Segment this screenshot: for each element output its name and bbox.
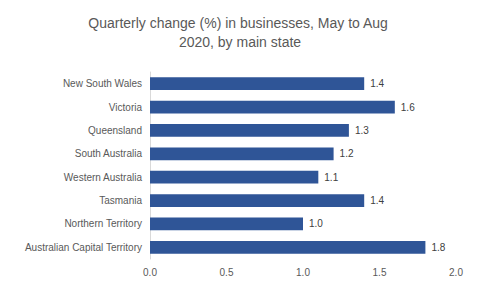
- svg-text:Northern Territory: Northern Territory: [64, 218, 142, 229]
- svg-text:0.5: 0.5: [220, 267, 234, 278]
- svg-text:South Australia: South Australia: [75, 148, 143, 159]
- svg-text:1.0: 1.0: [296, 267, 310, 278]
- svg-text:Quarterly change (%) in busine: Quarterly change (%) in businesses, May …: [88, 15, 391, 31]
- svg-text:1.2: 1.2: [340, 148, 354, 159]
- svg-text:Tasmania: Tasmania: [99, 195, 142, 206]
- svg-text:1.4: 1.4: [370, 195, 384, 206]
- svg-text:0.0: 0.0: [143, 267, 157, 278]
- svg-text:1.8: 1.8: [431, 242, 445, 253]
- svg-text:Western Australia: Western Australia: [64, 172, 143, 183]
- svg-text:2.0: 2.0: [449, 267, 463, 278]
- svg-text:Queensland: Queensland: [88, 125, 142, 136]
- svg-text:1.4: 1.4: [370, 78, 384, 89]
- svg-text:Victoria: Victoria: [109, 102, 143, 113]
- svg-text:1.0: 1.0: [309, 218, 323, 229]
- svg-text:New South Wales: New South Wales: [63, 78, 142, 89]
- svg-text:1.1: 1.1: [324, 172, 338, 183]
- svg-text:1.5: 1.5: [373, 267, 387, 278]
- svg-text:1.6: 1.6: [401, 102, 415, 113]
- svg-text:Australian Capital Territory: Australian Capital Territory: [25, 242, 142, 253]
- svg-text:1.3: 1.3: [355, 125, 369, 136]
- svg-text:2020, by main state: 2020, by main state: [179, 34, 301, 50]
